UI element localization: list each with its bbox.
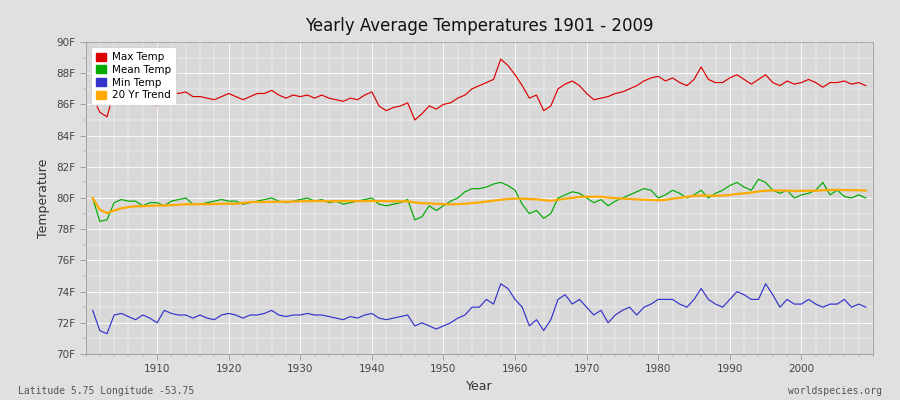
X-axis label: Year: Year: [466, 380, 492, 393]
Text: Latitude 5.75 Longitude -53.75: Latitude 5.75 Longitude -53.75: [18, 386, 194, 396]
Title: Yearly Average Temperatures 1901 - 2009: Yearly Average Temperatures 1901 - 2009: [305, 17, 653, 35]
Legend: Max Temp, Mean Temp, Min Temp, 20 Yr Trend: Max Temp, Mean Temp, Min Temp, 20 Yr Tre…: [91, 47, 176, 106]
Y-axis label: Temperature: Temperature: [38, 158, 50, 238]
Text: worldspecies.org: worldspecies.org: [788, 386, 882, 396]
